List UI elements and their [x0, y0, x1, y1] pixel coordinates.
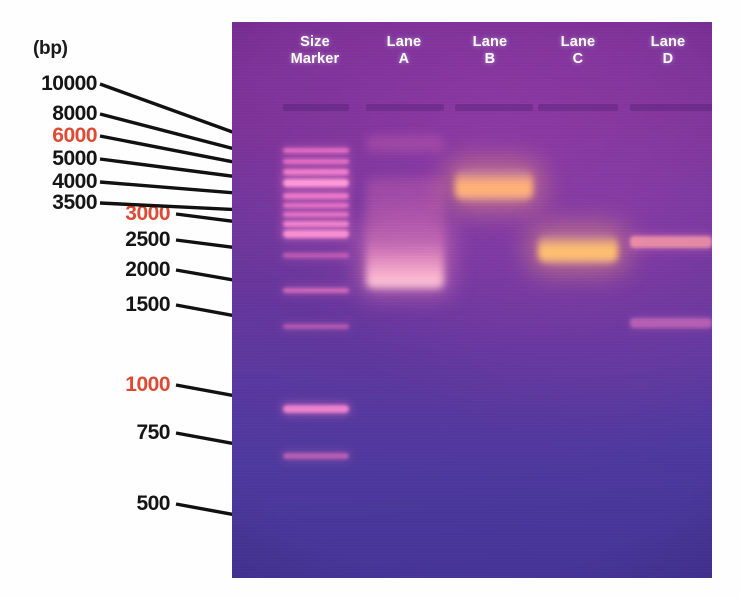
bp-axis-title: (bp)	[33, 38, 68, 59]
gel-band	[283, 179, 349, 187]
lane-header-marker: Size Marker	[270, 34, 360, 68]
gel-band	[283, 288, 349, 293]
gel-smear-mid-smear	[366, 177, 444, 237]
gel-band	[283, 230, 349, 238]
gel-band	[283, 193, 349, 199]
gel-band	[455, 169, 533, 201]
lane-header-line1: Lane	[472, 34, 508, 50]
ladder-label-500: 500	[136, 492, 170, 515]
lane-header-a: Lane A	[359, 34, 449, 68]
lane-header-line2: Marker	[290, 51, 340, 67]
ladder-label-5000: 5000	[52, 147, 97, 170]
gel-vignette	[232, 22, 712, 578]
gel-band	[283, 203, 349, 208]
ladder-label-panel: (bp) 10000 8000 6000 5000 4000 3500 3000 2500 20…	[0, 0, 236, 598]
ladder-label-1500: 1500	[125, 293, 170, 316]
lane-header-line2: A	[398, 51, 410, 67]
gel-band	[283, 453, 349, 459]
ladder-label-2000: 2000	[125, 258, 170, 281]
gel-band	[630, 236, 712, 248]
lane-header-line1: Lane	[386, 34, 422, 50]
ladder-label-6000: 6000	[52, 124, 97, 147]
gel-smear-main-bright-smear	[366, 227, 444, 289]
lane-header-line2: D	[662, 51, 674, 67]
gel-band	[283, 324, 349, 329]
gel-band	[283, 169, 349, 175]
gel-band	[283, 405, 349, 413]
ladder-label-10000: 10000	[41, 72, 97, 95]
ladder-label-3500: 3500	[52, 191, 97, 214]
loading-well	[366, 104, 444, 111]
loading-well	[538, 104, 618, 111]
lane-header-c: Lane C	[533, 34, 623, 68]
lane-header-line1: Lane	[560, 34, 596, 50]
ladder-label-3000: 3000	[125, 202, 170, 225]
ladder-label-2500: 2500	[125, 228, 170, 251]
lane-header-line2: B	[484, 51, 496, 67]
gel-smear-high-mw-faint-smear	[366, 135, 444, 153]
ladder-label-4000: 4000	[52, 170, 97, 193]
gel-band	[538, 234, 618, 264]
ladder-label-8000: 8000	[52, 102, 97, 125]
lane-header-line2: C	[572, 51, 584, 67]
loading-well	[283, 104, 349, 111]
lane-header-d: Lane D	[623, 34, 712, 68]
gel-band	[283, 159, 349, 164]
gel-band	[283, 212, 349, 217]
loading-well	[455, 104, 533, 111]
gel-band	[283, 221, 349, 227]
lane-header-line1: Size	[300, 34, 330, 50]
gel-image: Size Marker Lane A Lane B Lane C Lane D	[232, 22, 712, 578]
gel-band	[283, 148, 349, 153]
lane-header-line1: Lane	[650, 34, 686, 50]
gel-band	[283, 253, 349, 258]
lane-header-b: Lane B	[445, 34, 535, 68]
gel-band	[630, 318, 712, 328]
loading-well	[630, 104, 712, 111]
ladder-label-1000: 1000	[125, 373, 170, 396]
ladder-label-750: 750	[136, 421, 170, 444]
